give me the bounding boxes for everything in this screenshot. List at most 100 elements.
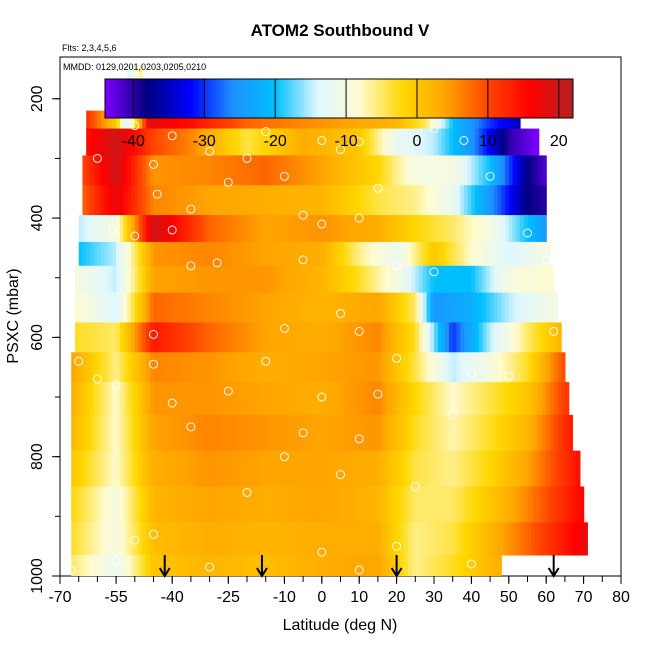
heatmap-cell [493, 522, 499, 556]
heatmap-band [78, 241, 551, 267]
heatmap-cell [239, 241, 244, 267]
heatmap-cell [97, 486, 102, 523]
heatmap-cell [437, 382, 443, 416]
heatmap-cell [119, 522, 125, 556]
heatmap-cell [321, 450, 327, 487]
heatmap-cell [97, 128, 102, 156]
heatmap-cell [168, 414, 173, 452]
heatmap-cell [205, 414, 211, 452]
heatmap-cell [415, 155, 420, 186]
heatmap-cell [179, 265, 185, 294]
heatmap-cell [460, 185, 465, 216]
heatmap-cell [329, 215, 334, 243]
heatmap-cell [175, 155, 181, 186]
heatmap-cell [546, 322, 551, 353]
heatmap-cell [467, 128, 472, 156]
heatmap-cell [456, 292, 461, 323]
heatmap-cell [194, 215, 199, 243]
heatmap-cell [160, 155, 166, 186]
heatmap-cell [568, 486, 573, 523]
heatmap-cell [512, 292, 517, 323]
heatmap-cell [149, 292, 155, 323]
heatmap-cell [557, 450, 562, 487]
heatmap-cell [134, 110, 140, 129]
heatmap-cell [344, 450, 349, 487]
heatmap-cell [385, 215, 390, 243]
heatmap-cell [437, 241, 443, 267]
heatmap-cell [333, 265, 338, 294]
heatmap-cell [265, 322, 271, 353]
heatmap-cell [467, 110, 472, 129]
heatmap-cell [452, 185, 458, 216]
heatmap-cell [478, 155, 484, 186]
heatmap-cell [512, 486, 517, 523]
heatmap-cell [101, 322, 106, 353]
heatmap-cell [303, 185, 308, 216]
heatmap-cell [183, 241, 188, 267]
heatmap-cell [78, 322, 84, 353]
heatmap-cell [434, 555, 439, 576]
heatmap-cell [209, 522, 214, 556]
heatmap-cell [235, 322, 241, 353]
heatmap-cell [261, 522, 267, 556]
heatmap-cell [258, 110, 263, 129]
heatmap-cell [321, 555, 327, 576]
heatmap-cell [131, 241, 136, 267]
heatmap-cell [314, 241, 319, 267]
heatmap-cell [389, 486, 394, 523]
heatmap-cell [478, 555, 484, 576]
heatmap-cell [452, 322, 458, 353]
heatmap-cell [463, 352, 469, 383]
heatmap-cell [273, 185, 278, 216]
heatmap-cell [303, 322, 308, 353]
heatmap-cell [441, 128, 446, 156]
heatmap-cell [276, 555, 282, 576]
heatmap-cell [74, 522, 80, 556]
heatmap-cell [235, 128, 241, 156]
heatmap-cell [172, 128, 177, 156]
heatmap-cell [198, 486, 203, 523]
sample-marker [107, 225, 117, 235]
heatmap-cell [404, 155, 409, 186]
heatmap-cell [243, 322, 248, 353]
heatmap-cell [232, 185, 237, 216]
heatmap-cell [362, 241, 368, 267]
heatmap-cell [202, 555, 207, 576]
heatmap-cell [261, 185, 267, 216]
heatmap-cell [467, 555, 472, 576]
sample-marker [130, 231, 140, 241]
heatmap-cell [546, 450, 551, 487]
heatmap-cell [392, 555, 398, 576]
heatmap-cell [460, 382, 465, 416]
heatmap-cell [389, 155, 394, 186]
heatmap-cell [213, 128, 218, 156]
heatmap-cell [430, 292, 435, 323]
heatmap-cell [347, 555, 353, 576]
sample-marker [279, 171, 289, 181]
heatmap-cell [501, 322, 506, 353]
heatmap-cell [258, 522, 263, 556]
heatmap-cell [374, 450, 379, 487]
heatmap-cell [359, 414, 364, 452]
heatmap-cell [344, 486, 349, 523]
heatmap-cell [74, 265, 80, 294]
heatmap-cell [336, 414, 342, 452]
heatmap-cell [448, 292, 454, 323]
heatmap-cell [101, 215, 106, 243]
heatmap-cell [217, 450, 222, 487]
heatmap-cell [430, 414, 435, 452]
heatmap-cell [344, 265, 349, 294]
heatmap-cell [422, 265, 428, 294]
heatmap-cell [333, 322, 338, 353]
heatmap-cell [269, 486, 274, 523]
heatmap-cell [303, 555, 308, 576]
heatmap-cell [359, 265, 364, 294]
heatmap-cell [419, 215, 424, 243]
heatmap-cell [546, 382, 551, 416]
heatmap-cell [217, 555, 222, 576]
heatmap-cell [306, 522, 312, 556]
heatmap-cell [273, 110, 278, 129]
heatmap-cell [205, 292, 211, 323]
heatmap-cell [542, 265, 547, 294]
heatmap-cell [392, 414, 398, 452]
